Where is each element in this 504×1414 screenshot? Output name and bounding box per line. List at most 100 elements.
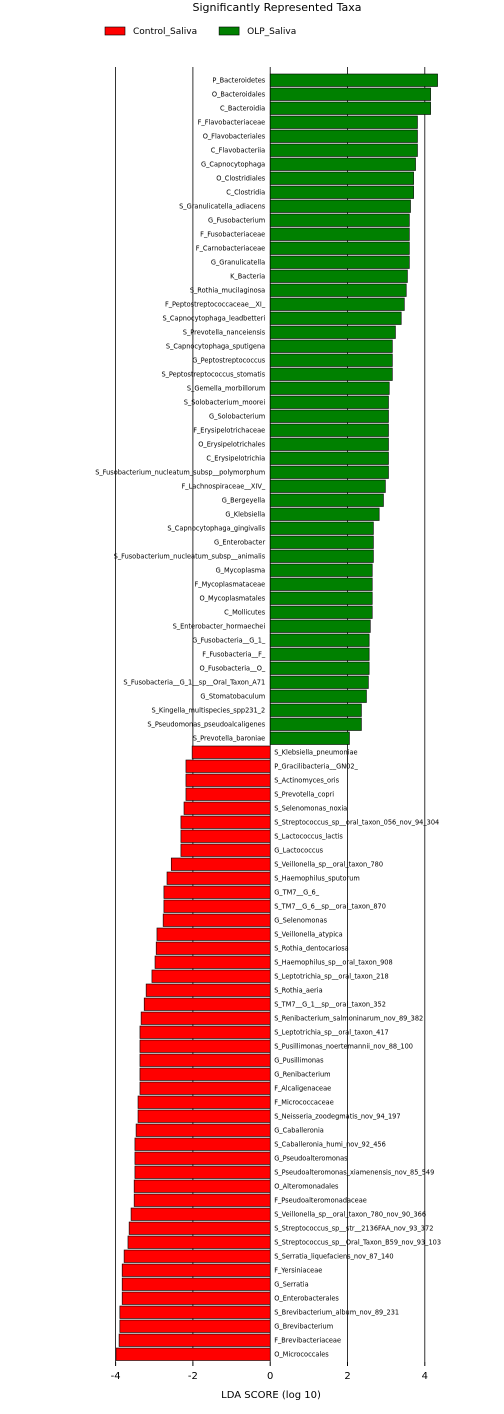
legend-label: OLP_Saliva: [247, 27, 296, 37]
category-label: C_Clostridia: [226, 189, 265, 197]
category-label: S_Rothia_aeria: [274, 987, 322, 995]
bar: [269, 661, 370, 675]
category-label: S_Kingella_multispecies_spp231_2: [151, 707, 265, 715]
category-label: F_Erysipelotrichaceae: [193, 427, 265, 435]
bar: [269, 647, 370, 661]
bar: [269, 423, 389, 437]
category-label: F_Pseudoalteromonadaceae: [274, 1197, 367, 1205]
bar: [269, 563, 373, 577]
bar: [269, 199, 411, 213]
chart-title: Significantly Represented Taxa: [193, 1, 362, 14]
bar: [133, 1193, 271, 1207]
bar: [269, 311, 402, 325]
category-label: S_Leptotrichia_sp__oral_taxon_417: [274, 1029, 389, 1037]
category-label: S_Veillonella_sp__oral_taxon_780_nov_90_…: [274, 1211, 426, 1219]
category-label: S_Neisseria_zoodegmatis_nov_94_197: [274, 1113, 400, 1121]
category-label: G_Bergeyella: [222, 497, 266, 505]
bar: [269, 367, 393, 381]
bar: [185, 773, 271, 787]
bar: [269, 731, 350, 745]
bar: [269, 437, 389, 451]
bar: [269, 213, 410, 227]
category-label: P_Bacteroidetes: [212, 77, 265, 85]
bar: [269, 633, 370, 647]
bar: [269, 549, 374, 563]
bar: [180, 843, 271, 857]
bar: [269, 115, 418, 129]
bar: [269, 325, 396, 339]
bar: [134, 1137, 271, 1151]
bar: [269, 689, 367, 703]
category-label: P_Gracilibacteria__GN02_: [274, 763, 358, 771]
bar: [269, 409, 389, 423]
category-label: G_Brevibacterium: [274, 1323, 333, 1331]
bar: [185, 759, 271, 773]
category-label: S_Haemophilus_sputorum: [274, 875, 360, 883]
x-axis-label: LDA SCORE (log 10): [221, 1390, 321, 1401]
category-label: O_Flavobacteriales: [203, 133, 266, 141]
bar: [115, 1347, 271, 1361]
bar: [269, 227, 410, 241]
bar: [269, 381, 390, 395]
bar: [121, 1277, 271, 1291]
bar: [269, 129, 418, 143]
category-label: C_Mollicutes: [224, 609, 266, 617]
bar: [133, 1179, 271, 1193]
category-label: S_Prevotella_nanceiensis: [183, 329, 266, 337]
category-label: S_Serratia_liquefaciens_nov_87_140: [274, 1253, 393, 1261]
category-label: O_Alteromonadales: [274, 1183, 339, 1191]
category-label: S_Capnocytophaga_leadbetteri: [162, 315, 265, 323]
bar: [269, 479, 386, 493]
category-label: S_Pseudoalteromonas_xiamenensis_nov_85_5…: [274, 1169, 434, 1177]
category-label: S_Lactococcus_lactis: [274, 833, 343, 841]
category-label: G_Mycoplasma: [216, 567, 266, 575]
category-label: S_Solobacterium_moorei: [184, 399, 266, 407]
bar: [269, 241, 410, 255]
category-label: G_Klebsiella: [225, 511, 265, 519]
category-label: S_Enterobacter_hormaechei: [173, 623, 266, 631]
legend-label: Control_Saliva: [133, 27, 197, 37]
legend-swatch: [218, 26, 240, 36]
bar: [269, 87, 431, 101]
bar: [137, 1109, 271, 1123]
bar: [269, 703, 362, 717]
category-label: S_Capnocytophaga_sputigena: [166, 343, 265, 351]
category-label: G_Enterobacter: [214, 539, 265, 547]
bar: [123, 1249, 271, 1263]
bar: [269, 577, 373, 591]
bar: [183, 801, 271, 815]
category-label: O_Fusobacteria__O_: [199, 665, 265, 673]
bar: [269, 591, 373, 605]
bar: [137, 1095, 271, 1109]
bar: [134, 1151, 271, 1165]
category-label: O_Erysipelotrichales: [198, 441, 266, 449]
x-tick-label: 0: [267, 1371, 273, 1382]
category-label: G_Pusillimonas: [274, 1057, 324, 1065]
category-label: G_Fusobacterium: [208, 217, 265, 225]
category-label: O_Micrococcales: [274, 1351, 329, 1359]
bar: [269, 451, 389, 465]
category-label: C_Flavobacteriia: [211, 147, 265, 155]
category-label: S_TM7__G_6__sp__oral_taxon_870: [274, 903, 386, 911]
category-label: S_Streptococcus_sp__Oral_Taxon_B59_nov_9…: [274, 1239, 441, 1247]
bar: [119, 1319, 271, 1333]
category-label: K_Bacteria: [230, 273, 265, 281]
bar: [118, 1333, 271, 1347]
x-tick-label: -2: [188, 1371, 198, 1382]
x-tick-label: 4: [422, 1371, 428, 1382]
category-label: G_Capnocytophaga: [201, 161, 265, 169]
bar: [269, 283, 407, 297]
category-label: G_Stomatobaculum: [200, 693, 265, 701]
x-tick-label: -4: [111, 1371, 121, 1382]
bar: [269, 619, 371, 633]
bar: [269, 185, 414, 199]
category-label: S_Prevotella_copri: [274, 791, 334, 799]
bar: [151, 969, 271, 983]
bar: [269, 675, 369, 689]
category-label: F_Yersiniaceae: [274, 1267, 322, 1275]
bar: [119, 1305, 271, 1319]
bar: [139, 1039, 271, 1053]
category-label: C_Bacteroidia: [220, 105, 265, 113]
bar: [156, 927, 271, 941]
